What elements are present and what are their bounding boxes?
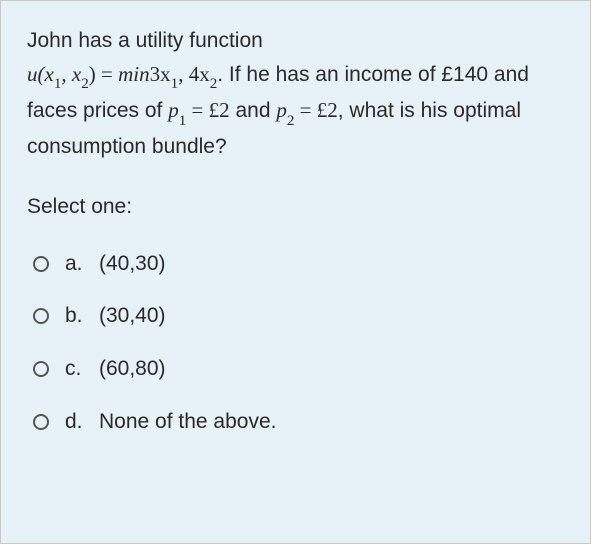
option-text: (60,80) [99, 353, 564, 386]
options-list: a. (40,30) b. (30,40) c. (60,80) d. None… [27, 238, 564, 448]
stem-mid: and [230, 99, 277, 122]
option-letter: a. [65, 248, 99, 281]
option-text: None of the above. [99, 406, 564, 439]
option-b-radio[interactable] [33, 308, 49, 324]
option-text: (40,30) [99, 248, 564, 281]
option-d[interactable]: d. None of the above. [27, 396, 564, 449]
option-c-radio[interactable] [33, 361, 49, 377]
question-stem: John has a utility function u(x1, x2) = … [27, 25, 564, 163]
question-panel: John has a utility function u(x1, x2) = … [0, 0, 591, 544]
option-a-radio[interactable] [33, 256, 49, 272]
option-c[interactable]: c. (60,80) [27, 343, 564, 396]
stem-intro: John has a utility function [27, 29, 263, 52]
option-text: (30,40) [99, 300, 564, 333]
utility-expression: u(x1, x2) = min3x1, 4x2 [27, 62, 217, 86]
option-letter: c. [65, 353, 99, 386]
p1-symbol: p1 [168, 98, 186, 122]
option-d-radio[interactable] [33, 414, 49, 430]
option-letter: d. [65, 406, 99, 439]
option-b[interactable]: b. (30,40) [27, 290, 564, 343]
p1-value: = £2 [186, 98, 229, 122]
p2-symbol: p2 [276, 98, 294, 122]
option-letter: b. [65, 300, 99, 333]
p2-value: = £2 [294, 98, 337, 122]
select-one-prompt: Select one: [27, 191, 564, 224]
option-a[interactable]: a. (40,30) [27, 238, 564, 291]
